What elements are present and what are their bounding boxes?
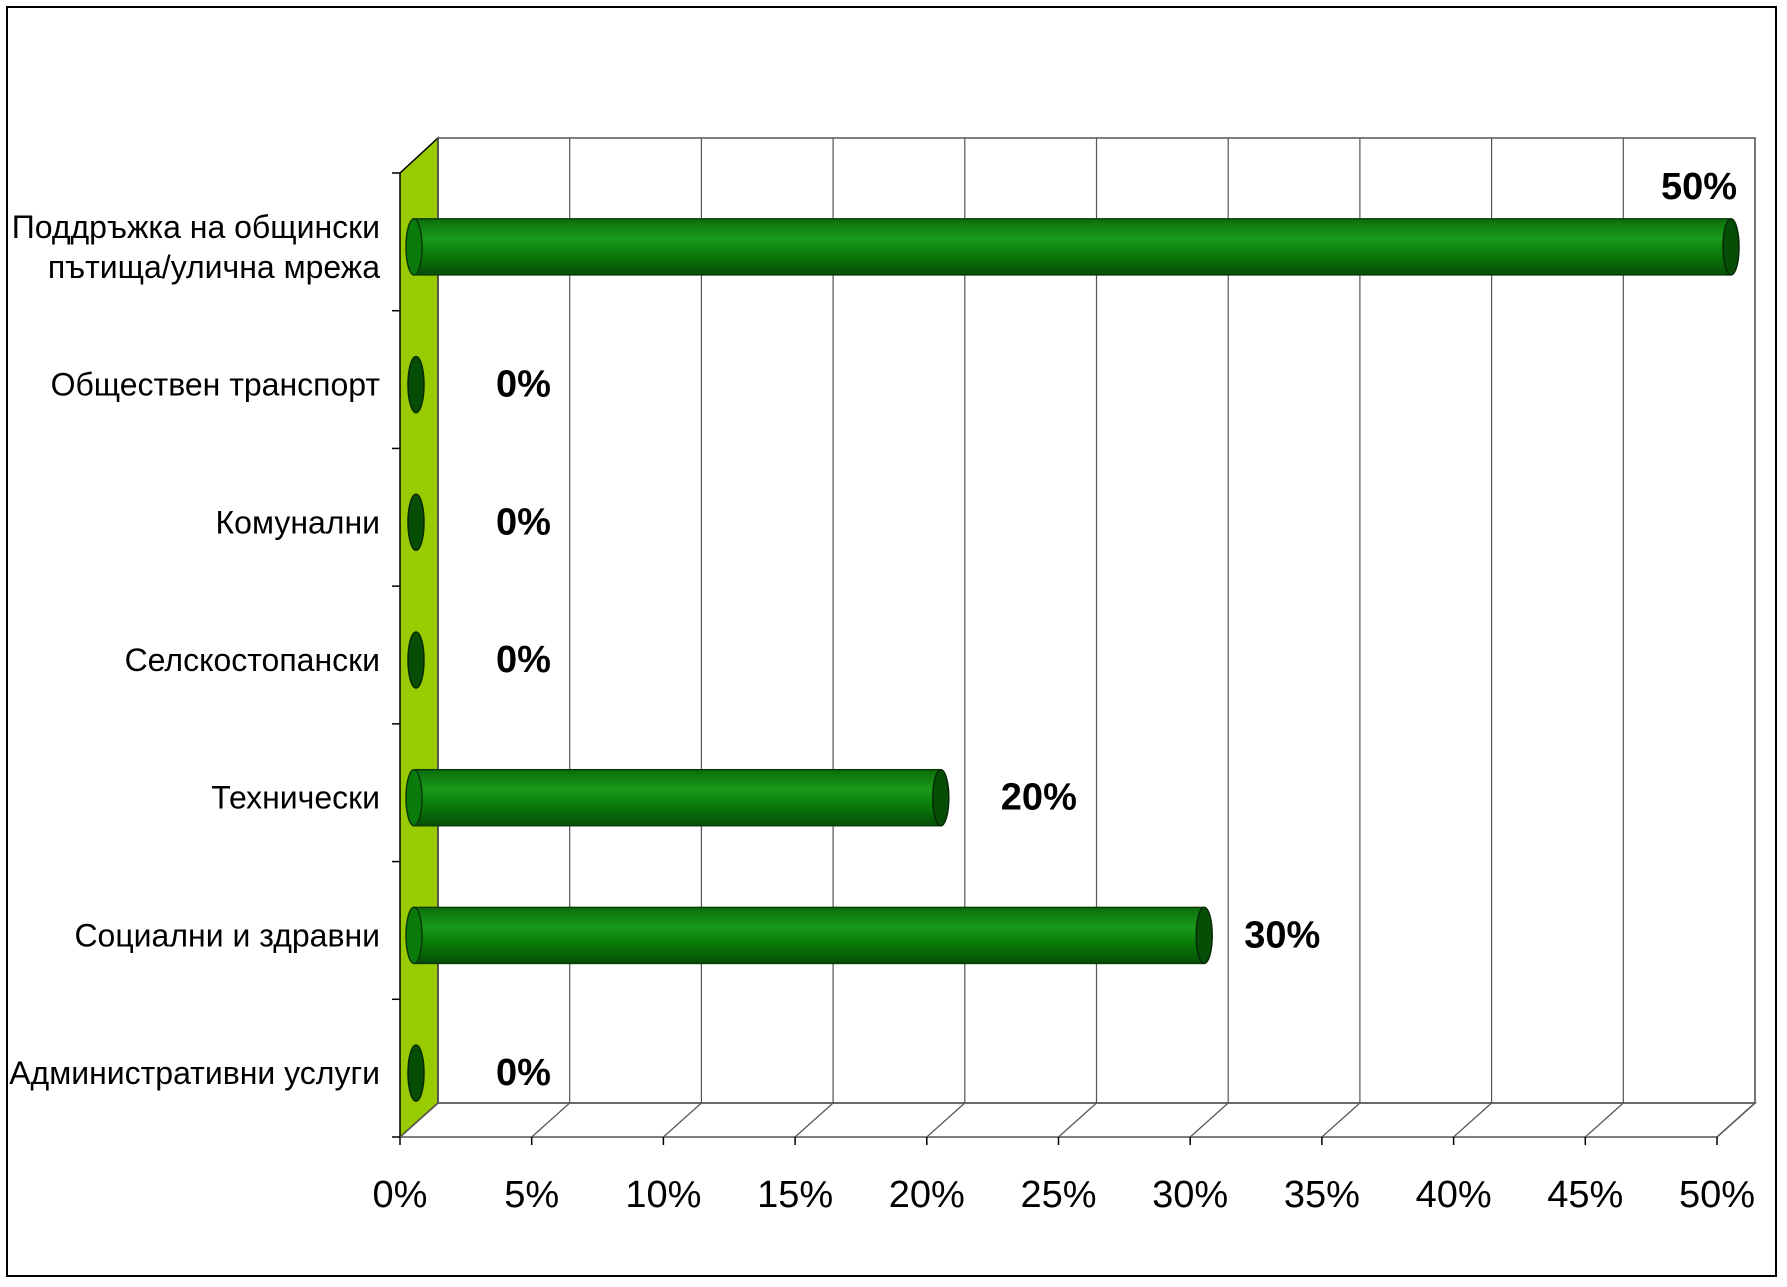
data-label: 0%: [496, 1052, 551, 1094]
category-label: Административни услуги: [9, 1055, 380, 1091]
bar-end-cap: [932, 768, 950, 827]
floor-gridline: [1716, 1102, 1756, 1138]
x-tick-label: 45%: [1547, 1174, 1623, 1216]
x-tick-label: 40%: [1416, 1174, 1492, 1216]
bar-start-cap: [405, 768, 423, 827]
x-tick-label: 0%: [373, 1174, 428, 1216]
category-label: Селскостопански: [125, 642, 380, 678]
x-tick-label: 5%: [504, 1174, 559, 1216]
x-tick-label: 15%: [757, 1174, 833, 1216]
floor-gridline: [531, 1102, 571, 1138]
bar: [413, 906, 1205, 965]
chart-frame: [6, 6, 1777, 1277]
data-label: 20%: [1001, 777, 1077, 819]
bar-end-cap: [407, 631, 425, 689]
floor-gridline: [794, 1102, 834, 1138]
category-label: Обществен транспорт: [51, 367, 381, 403]
floor-gridline: [1321, 1102, 1361, 1138]
bar-start-cap: [405, 906, 423, 965]
category-label: Комунални: [216, 504, 380, 540]
data-label: 30%: [1244, 914, 1320, 956]
x-tick-label: 50%: [1679, 1174, 1755, 1216]
data-label: 0%: [496, 364, 551, 406]
x-tick-label: 10%: [625, 1174, 701, 1216]
data-label: 0%: [496, 501, 551, 543]
bar-start-cap: [405, 218, 423, 276]
bar-end-cap: [1195, 906, 1213, 965]
bar-end-cap: [407, 355, 425, 414]
floor-gridline: [926, 1102, 966, 1138]
bar-end-cap: [1722, 218, 1740, 276]
floor-gridline: [1453, 1102, 1493, 1138]
data-label: 0%: [496, 639, 551, 681]
x-tick-label: 30%: [1152, 1174, 1228, 1216]
category-label: Поддръжка на общински: [12, 209, 380, 245]
x-tick-label: 35%: [1284, 1174, 1360, 1216]
bar-end-cap: [407, 1044, 425, 1102]
bar: [413, 768, 942, 827]
category-label: Социални и здравни: [74, 917, 380, 953]
bar: [413, 218, 1732, 276]
category-label: пътища/улична мрежа: [48, 249, 380, 285]
category-label: Технически: [211, 780, 380, 816]
floor-gridline: [1058, 1102, 1097, 1138]
floor-gridline: [1189, 1102, 1229, 1138]
x-tick-label: 20%: [889, 1174, 965, 1216]
x-tick-label: 25%: [1020, 1174, 1096, 1216]
floor-gridline: [662, 1102, 702, 1138]
floor-gridline: [1584, 1102, 1624, 1138]
data-label: 50%: [1661, 166, 1737, 208]
floor-gridline: [399, 1102, 439, 1138]
bar-end-cap: [407, 493, 425, 552]
